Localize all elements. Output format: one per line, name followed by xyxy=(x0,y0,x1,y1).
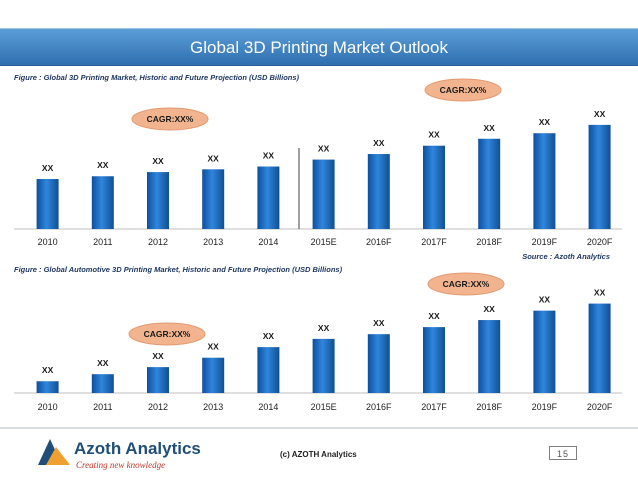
bar-2012 xyxy=(147,367,169,393)
data-label-2017F: XX xyxy=(428,311,440,321)
tick-label-2020F: 2020F xyxy=(587,237,613,247)
tick-label-2010: 2010 xyxy=(38,237,58,247)
figure-2-caption: Figure : Global Automotive 3D Printing M… xyxy=(14,265,343,274)
data-label-2019F: XX xyxy=(539,117,551,127)
cagr-annotation: CAGR:XX% xyxy=(128,322,206,346)
data-label-2020F: XX xyxy=(594,109,606,119)
bar-2017F xyxy=(423,145,445,229)
data-label-2019F: XX xyxy=(539,295,551,305)
data-label-2015E: XX xyxy=(318,144,330,154)
cagr-label: CAGR:XX% xyxy=(144,329,191,339)
tick-label-2015E: 2015E xyxy=(311,402,337,412)
figure-1-caption: Figure : Global 3D Printing Market, Hist… xyxy=(14,73,300,82)
data-label-2015E: XX xyxy=(318,323,330,333)
bar-2010 xyxy=(36,179,59,229)
data-label-2010: XX xyxy=(42,365,54,375)
data-label-2012: XX xyxy=(152,351,164,361)
tick-label-2017F: 2017F xyxy=(421,237,447,247)
tick-label-2013: 2013 xyxy=(203,237,223,247)
bar-2019F xyxy=(533,310,556,393)
data-label-2017F: XX xyxy=(428,130,440,140)
cagr-annotation: CAGR:XX% xyxy=(131,107,209,131)
bar-2011 xyxy=(91,176,114,229)
bar-2018F xyxy=(478,138,501,229)
data-label-2011: XX xyxy=(97,160,109,170)
page-number: 15 xyxy=(549,446,577,460)
cagr-label: CAGR:XX% xyxy=(443,279,490,289)
tick-label-2014: 2014 xyxy=(258,402,278,412)
bar-2019F xyxy=(533,133,556,229)
bar-2020F xyxy=(588,124,611,229)
tick-label-2019F: 2019F xyxy=(532,237,558,247)
header-bar: Global 3D Printing Market Outlook xyxy=(0,28,638,66)
data-label-2014: XX xyxy=(263,151,275,161)
chart-global-3d-printing: XX 2010 XX 2011 XX 2012 XX 2013 XX 2014 XX 2015E XX 2… xyxy=(14,78,622,247)
data-label-2016F: XX xyxy=(373,138,385,148)
bar-2015E xyxy=(312,159,335,229)
tick-label-2013: 2013 xyxy=(203,402,223,412)
cagr-label: CAGR:XX% xyxy=(440,85,487,95)
data-label-2018F: XX xyxy=(484,123,496,133)
tick-label-2012: 2012 xyxy=(148,402,168,412)
bar-2014 xyxy=(257,166,280,229)
page-title: Global 3D Printing Market Outlook xyxy=(190,38,448,57)
copyright-text: (c) AZOTH Analytics xyxy=(280,450,357,459)
bar-2015E xyxy=(312,338,335,393)
data-label-2013: XX xyxy=(208,153,220,163)
tick-label-2016F: 2016F xyxy=(366,237,392,247)
bar-2012 xyxy=(147,172,169,229)
tick-label-2020F: 2020F xyxy=(587,402,613,412)
tick-label-2014: 2014 xyxy=(258,237,278,247)
bar-2013 xyxy=(202,169,225,229)
bar-2011 xyxy=(91,374,114,393)
data-label-2013: XX xyxy=(208,342,220,352)
tick-label-2019F: 2019F xyxy=(532,402,558,412)
tick-label-2010: 2010 xyxy=(38,402,58,412)
data-label-2016F: XX xyxy=(373,318,385,328)
bar-2017F xyxy=(423,327,445,393)
bar-2020F xyxy=(588,303,611,393)
data-label-2014: XX xyxy=(263,331,275,341)
logo-name: Azoth Analytics xyxy=(74,439,201,458)
bar-2013 xyxy=(202,357,225,393)
azoth-logo-icon xyxy=(38,439,70,465)
data-label-2012: XX xyxy=(152,156,164,166)
tick-label-2016F: 2016F xyxy=(366,402,392,412)
bar-2018F xyxy=(478,320,501,393)
data-label-2010: XX xyxy=(42,163,54,173)
bar-2010 xyxy=(36,381,59,393)
data-label-2018F: XX xyxy=(484,304,496,314)
bar-2016F xyxy=(367,154,390,229)
tick-label-2011: 2011 xyxy=(93,402,112,412)
footer: Azoth Analytics Creating new knowledge (… xyxy=(0,427,638,481)
figure-1-source: Source : Azoth Analytics xyxy=(522,252,610,261)
tick-label-2017F: 2017F xyxy=(421,402,447,412)
tick-label-2015E: 2015E xyxy=(311,237,337,247)
data-label-2011: XX xyxy=(97,358,109,368)
bar-2014 xyxy=(257,347,280,393)
logo-tagline: Creating new knowledge xyxy=(76,460,166,470)
cagr-annotation: CAGR:XX% xyxy=(427,272,505,296)
tick-label-2018F: 2018F xyxy=(476,402,502,412)
tick-label-2011: 2011 xyxy=(93,237,112,247)
tick-label-2018F: 2018F xyxy=(476,237,502,247)
tick-label-2012: 2012 xyxy=(148,237,168,247)
chart-automotive-3d-printing: XX 2010 XX 2011 XX 2012 XX 2013 XX 2014 XX 2015E XX 2… xyxy=(14,272,622,412)
cagr-annotation: CAGR:XX% xyxy=(424,78,502,102)
data-label-2020F: XX xyxy=(594,288,606,298)
bar-2016F xyxy=(367,334,390,393)
cagr-label: CAGR:XX% xyxy=(147,114,194,124)
